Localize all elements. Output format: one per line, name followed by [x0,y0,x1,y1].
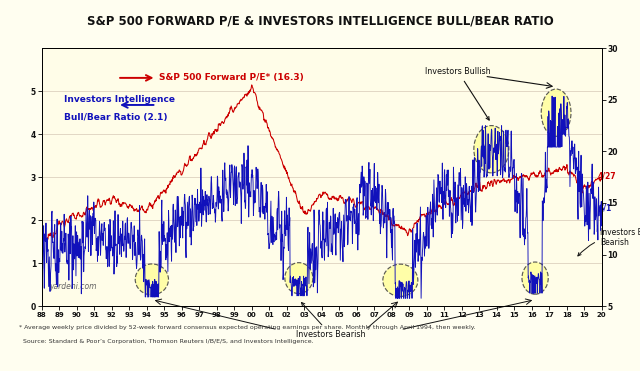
Ellipse shape [522,262,548,294]
Text: Investors Becoming
Bearish: Investors Becoming Bearish [578,228,640,256]
Ellipse shape [285,263,313,293]
Text: Investors Bullish: Investors Bullish [426,67,491,120]
Text: S&P 500 Forward P/E* (16.3): S&P 500 Forward P/E* (16.3) [159,73,304,82]
Text: Bull/Bear Ratio (2.1): Bull/Bear Ratio (2.1) [64,114,168,122]
Text: * Average weekly price divided by 52-week forward consensus expected operating e: * Average weekly price divided by 52-wee… [19,325,476,329]
Text: 6/1: 6/1 [598,204,611,213]
Text: 4/27: 4/27 [598,171,617,180]
Ellipse shape [383,264,418,296]
Text: S&P 500 FORWARD P/E & INVESTORS INTELLIGENCE BULL/BEAR RATIO: S&P 500 FORWARD P/E & INVESTORS INTELLIG… [86,15,554,28]
Text: Investors Intelligence: Investors Intelligence [64,95,175,104]
Text: Investors Bearish: Investors Bearish [296,302,365,339]
Ellipse shape [541,89,571,136]
Ellipse shape [474,125,509,173]
Text: Source: Standard & Poor’s Corporation, Thomson Reuters I/B/E/S, and Investors In: Source: Standard & Poor’s Corporation, T… [19,339,314,344]
Text: yardeni.com: yardeni.com [49,282,97,290]
Ellipse shape [135,264,168,295]
